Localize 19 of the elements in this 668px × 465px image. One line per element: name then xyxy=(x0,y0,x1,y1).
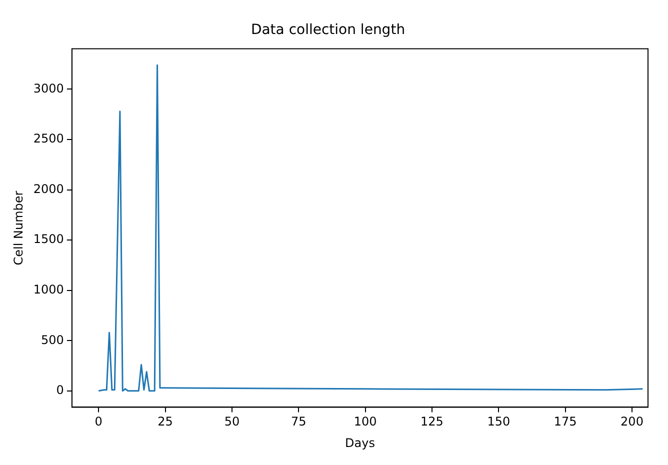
x-tick-label: 100 xyxy=(354,414,377,429)
y-tick-label: 500 xyxy=(41,332,64,347)
chart-title: Data collection length xyxy=(250,22,406,38)
x-tick-label: 75 xyxy=(290,414,306,429)
y-axis-title: Cell Number xyxy=(11,190,26,266)
y-tick-label: 2000 xyxy=(33,182,64,196)
y-tick-label: 1500 xyxy=(33,232,64,246)
x-tick-label: 25 xyxy=(158,414,173,429)
x-tick-label: 0 xyxy=(94,414,102,429)
x-tick-label: 175 xyxy=(554,414,577,429)
x-tick-label: 125 xyxy=(420,414,444,429)
x-tick-label: 150 xyxy=(487,414,510,429)
x-axis-title: Days xyxy=(344,436,375,450)
y-tick-label: 1000 xyxy=(33,282,64,296)
y-tick-label: 2500 xyxy=(33,132,64,146)
y-tick-label: 3000 xyxy=(33,81,64,96)
y-tick-label: 0 xyxy=(56,383,64,398)
x-tick-label: 50 xyxy=(224,414,240,429)
x-tick-label: 200 xyxy=(620,414,644,429)
